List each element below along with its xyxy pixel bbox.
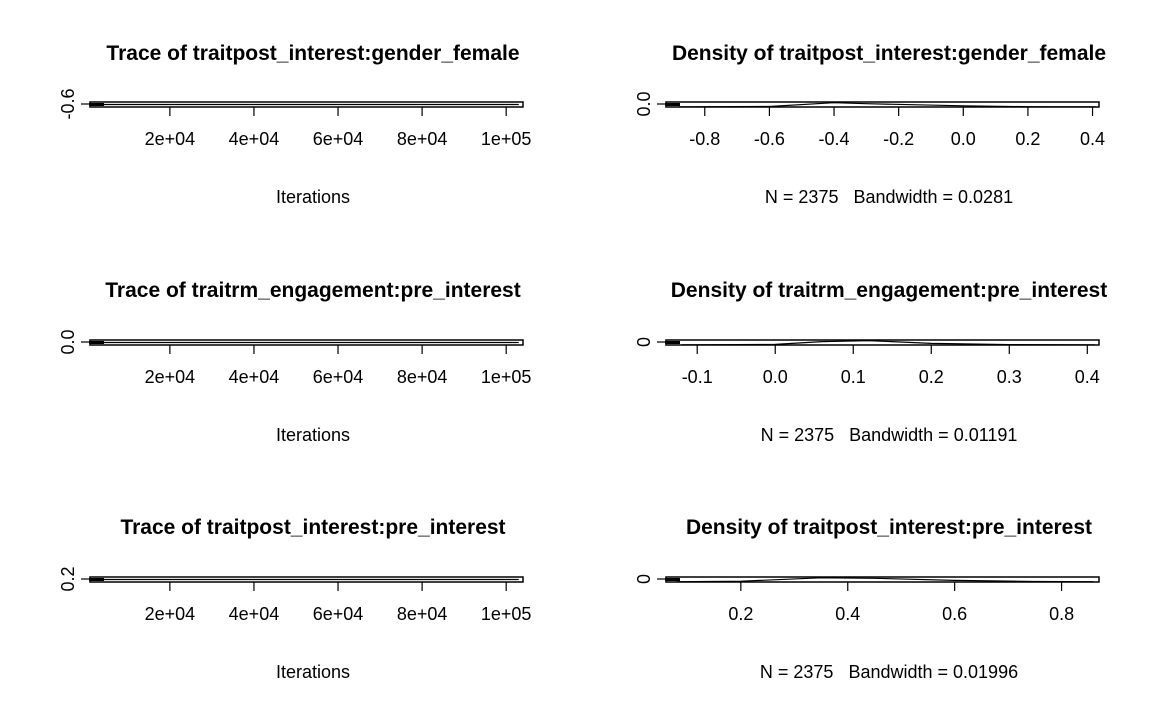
x-axis-label: Iterations [276,425,350,445]
y-tick-label: 0.2 [58,566,78,591]
x-tick-label: 0.2 [728,604,753,624]
y-tick-label: 0 [634,337,654,347]
panel-title: Density of traitrm_engagement:pre_intere… [671,279,1107,302]
x-tick-label: -0.6 [754,129,785,149]
plot-frame [665,339,1100,346]
x-tick-label: 0.0 [763,367,788,387]
x-tick-label: -0.1 [682,367,713,387]
x-tick-label: -0.8 [689,129,720,149]
x-tick-label: 4e+04 [229,604,280,624]
panel-1: Trace of traitpost_interest:gender_femal… [58,42,531,207]
series-line [681,340,1096,345]
panel-3: Trace of traitrm_engagement:pre_interest… [58,279,531,445]
panel-title: Density of traitpost_interest:gender_fem… [672,42,1106,65]
x-tick-label: 2e+04 [145,129,196,149]
panel-title: Trace of traitpost_interest:pre_interest [120,516,505,539]
x-tick-label: 1e+05 [481,129,532,149]
x-tick-label: 4e+04 [229,129,280,149]
panel-4: Density of traitrm_engagement:pre_intere… [634,279,1107,445]
x-tick-label: 6e+04 [313,604,364,624]
series-line [678,102,1096,107]
y-tick-label: 0.0 [58,329,78,354]
x-tick-label: 8e+04 [397,129,448,149]
panel-title: Trace of traitpost_interest:gender_femal… [106,42,519,65]
panel-2: Density of traitpost_interest:gender_fem… [634,42,1106,207]
panel-title: Density of traitpost_interest:pre_intere… [686,516,1092,539]
y-tick-label: 0 [634,574,654,584]
panel-title: Trace of traitrm_engagement:pre_interest [105,279,520,302]
x-tick-label: 0.2 [919,367,944,387]
x-tick-label: 0.0 [951,129,976,149]
x-tick-label: 2e+04 [145,367,196,387]
x-tick-label: -0.2 [883,129,914,149]
x-axis-label: N = 2375 Bandwidth = 0.01191 [761,425,1018,445]
x-tick-label: -0.4 [819,129,850,149]
x-tick-label: 6e+04 [313,367,364,387]
y-tick-label: -0.6 [58,88,78,119]
panel-6: Density of traitpost_interest:pre_intere… [634,516,1100,682]
plot-frame [665,576,1100,583]
x-tick-label: 0.1 [841,367,866,387]
x-axis-label: Iterations [276,662,350,682]
x-axis-label: Iterations [276,187,350,207]
series-line [676,577,1094,582]
x-tick-label: 0.2 [1015,129,1040,149]
panel-5: Trace of traitpost_interest:pre_interest… [58,516,531,682]
x-tick-label: 4e+04 [229,367,280,387]
x-tick-label: 8e+04 [397,367,448,387]
x-tick-label: 0.4 [1075,367,1100,387]
x-tick-label: 0.4 [835,604,860,624]
x-axis-label: N = 2375 Bandwidth = 0.0281 [765,187,1013,207]
x-tick-label: 1e+05 [481,367,532,387]
x-tick-label: 1e+05 [481,604,532,624]
x-tick-label: 0.6 [942,604,967,624]
x-tick-label: 6e+04 [313,129,364,149]
x-axis-label: N = 2375 Bandwidth = 0.01996 [760,662,1018,682]
x-tick-label: 0.3 [997,367,1022,387]
y-tick-label: 0.0 [634,91,654,116]
x-tick-label: 0.8 [1049,604,1074,624]
x-tick-label: 2e+04 [145,604,196,624]
x-tick-label: 8e+04 [397,604,448,624]
x-tick-label: 0.4 [1080,129,1105,149]
